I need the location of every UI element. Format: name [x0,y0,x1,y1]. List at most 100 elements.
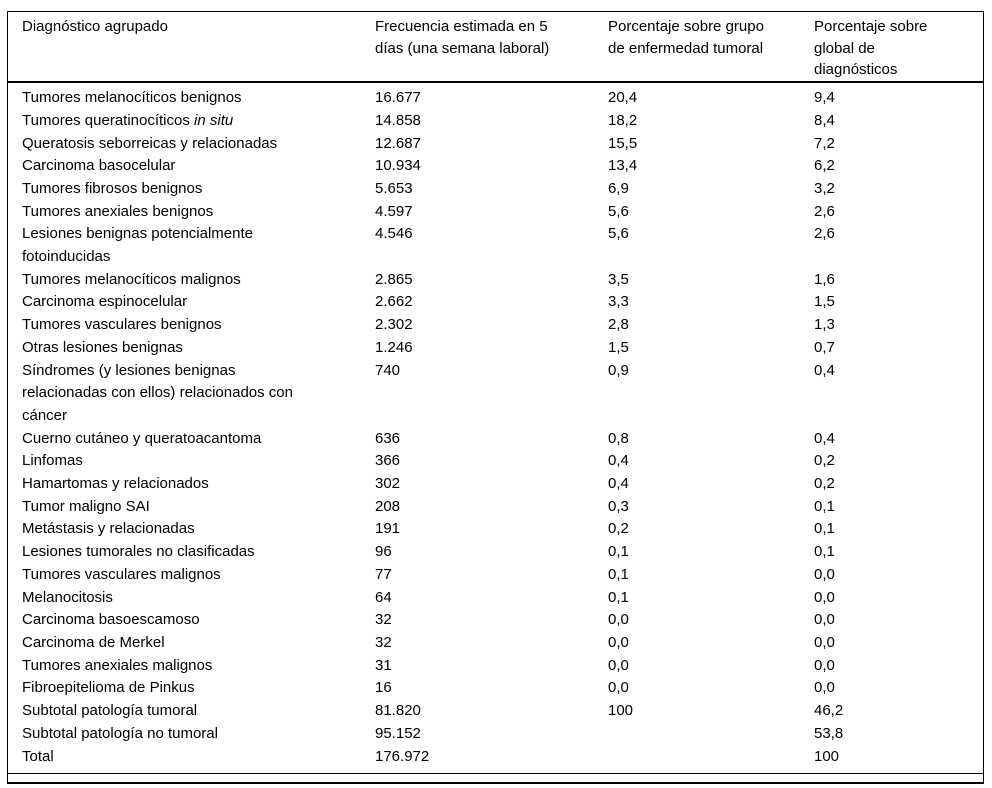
table-row: Metástasis y relacionadas 191 0,2 0,1 [8,518,983,541]
cell-diagnosis: Melanocitosis [22,588,113,606]
cell-pct-global: 0,1 [814,520,835,538]
cell-pct-global: 7,2 [814,134,835,152]
cell-pct-tumoral: 3,5 [608,270,629,288]
table-row: Cuerno cutáneo y queratoacantoma 636 0,8 0,… [8,428,983,451]
cell-diagnosis: Tumores anexiales malignos [22,656,213,674]
cell-frequency: 2.662 [375,293,413,311]
cell-frequency: 81.820 [375,702,421,720]
column-header-frequency: Frecuencia estimada en 5 días (una seman… [375,12,608,84]
cell-pct-global: 0,0 [814,679,835,697]
cell-frequency: 12.687 [375,134,421,152]
table-row: Carcinoma de Merkel 32 0,0 0,0 [8,632,983,655]
cell-diagnosis: Tumores vasculares malignos [22,565,221,583]
table-row: Subtotal patología no tumoral 95.152 53,8 [8,723,983,746]
cell-pct-global: 46,2 [814,702,844,720]
cell-frequency: 10.934 [375,157,421,175]
table-frame: Diagnóstico agrupado Frecuencia estimada… [7,11,984,785]
table-row: Queratosis seborreicas y relacionadas 12.… [8,133,983,156]
table-row: Síndromes (y lesiones benignas relaciona… [8,360,983,428]
cell-pct-global: 100 [814,747,840,765]
cell-pct-tumoral: 0,1 [608,565,629,583]
table-row: Fibroepitelioma de Pinkus 16 0,0 0,0 [8,677,983,700]
cell-diagnosis: Lesiones benignas potencialmente fotoind… [22,225,253,266]
cell-pct-tumoral: 5,6 [608,202,629,220]
cell-diagnosis: Tumor maligno SAI [22,497,150,515]
cell-diagnosis: Carcinoma basocelular [22,157,176,175]
header-row: Diagnóstico agrupado Frecuencia estimada… [8,12,983,84]
cell-frequency: 208 [375,497,401,515]
cell-frequency: 740 [375,361,401,379]
cell-diagnosis: Metástasis y relacionadas [22,520,195,538]
cell-pct-tumoral: 0,2 [608,520,629,538]
cell-pct-global: 6,2 [814,157,835,175]
diagnosis-table: Diagnóstico agrupado Frecuencia estimada… [8,12,983,775]
cell-frequency: 77 [375,565,392,583]
cell-frequency: 16 [375,679,392,697]
cell-frequency: 95.152 [375,724,421,742]
cell-pct-global: 0,1 [814,543,835,561]
cell-pct-tumoral [608,723,814,746]
cell-pct-global: 0,2 [814,452,835,470]
table-row: Linfomas 366 0,4 0,2 [8,450,983,473]
cell-diagnosis: Tumores fibrosos benignos [22,179,203,197]
cell-pct-tumoral: 100 [608,702,634,720]
cell-pct-global: 0,2 [814,475,835,493]
cell-diagnosis: Tumores melanocíticos benignos [22,89,242,107]
cell-pct-tumoral: 2,8 [608,316,629,334]
cell-pct-tumoral: 6,9 [608,179,629,197]
column-header-pct-tumoral: Porcentaje sobre grupo de enfermedad tum… [608,12,814,84]
table-row: Melanocitosis 64 0,1 0,0 [8,587,983,610]
cell-diagnosis: Tumores melanocíticos malignos [22,270,241,288]
table-row: Tumores anexiales malignos 31 0,0 0,0 [8,655,983,678]
cell-pct-global: 2,6 [814,225,835,243]
cell-frequency: 1.246 [375,338,413,356]
cell-pct-global: 8,4 [814,111,835,129]
cell-frequency: 4.546 [375,225,413,243]
cell-diagnosis: Carcinoma espinocelular [22,293,188,311]
cell-pct-global: 0,7 [814,338,835,356]
cell-frequency: 302 [375,475,401,493]
cell-pct-global: 0,4 [814,361,835,379]
cell-frequency: 96 [375,543,392,561]
cell-pct-tumoral: 0,1 [608,543,629,561]
cell-frequency: 366 [375,452,401,470]
cell-diagnosis: Tumores vasculares benignos [22,316,222,334]
table-header: Diagnóstico agrupado Frecuencia estimada… [8,12,983,84]
table-row: Subtotal patología tumoral 81.820 100 46,2 [8,700,983,723]
table-row: Tumores fibrosos benignos 5.653 6,9 3,2 [8,178,983,201]
cell-frequency: 64 [375,588,392,606]
cell-pct-global: 1,6 [814,270,835,288]
cell-pct-tumoral: 0,9 [608,361,629,379]
cell-diagnosis: Carcinoma basoescamoso [22,611,200,629]
cell-diagnosis: Subtotal patología no tumoral [22,724,218,742]
cell-pct-tumoral: 0,8 [608,429,629,447]
cell-frequency: 5.653 [375,179,413,197]
cell-diagnosis: Cuerno cutáneo y queratoacantoma [22,429,262,447]
cell-pct-tumoral [608,746,814,774]
cell-pct-global: 9,4 [814,89,835,107]
cell-pct-tumoral: 18,2 [608,111,638,129]
table-row: Otras lesiones benignas 1.246 1,5 0,7 [8,337,983,360]
cell-diagnosis: Carcinoma de Merkel [22,633,165,651]
table-row: Total 176.972 100 [8,746,983,774]
cell-pct-global: 3,2 [814,179,835,197]
table-row: Lesiones benignas potencialmente fotoind… [8,223,983,268]
table-row: Carcinoma basocelular 10.934 13,4 6,2 [8,155,983,178]
column-header-diagnosis: Diagnóstico agrupado [8,12,375,84]
cell-diagnosis: Fibroepitelioma de Pinkus [22,679,195,697]
cell-frequency: 636 [375,429,401,447]
cell-pct-tumoral: 0,1 [608,588,629,606]
cell-frequency: 14.858 [375,111,421,129]
cell-pct-global: 0,0 [814,633,835,651]
cell-frequency: 32 [375,633,392,651]
table-body: Tumores melanocíticos benignos 16.677 20,4… [8,82,983,774]
table-row: Tumores vasculares malignos 77 0,1 0,0 [8,564,983,587]
cell-pct-tumoral: 20,4 [608,89,638,107]
cell-pct-tumoral: 5,6 [608,225,629,243]
cell-pct-tumoral: 15,5 [608,134,638,152]
cell-frequency: 2.865 [375,270,413,288]
cell-pct-tumoral: 0,0 [608,611,629,629]
diagnosis-italic-part: in situ [194,111,234,129]
table-row: Lesiones tumorales no clasificadas 96 0,1 0… [8,541,983,564]
table-row: Hamartomas y relacionados 302 0,4 0,2 [8,473,983,496]
